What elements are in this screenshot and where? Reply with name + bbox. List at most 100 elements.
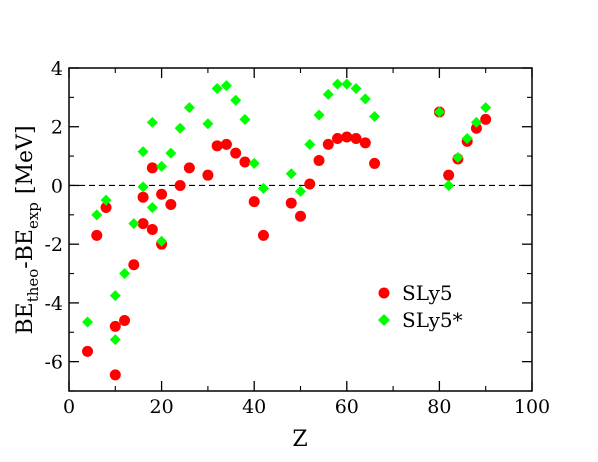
data-point-sly5star <box>220 80 232 92</box>
legend-label-sly5: SLy5 <box>402 281 453 305</box>
data-point-sly5star <box>202 118 214 130</box>
data-point-sly5star <box>452 152 464 164</box>
data-point-sly5star <box>128 218 140 230</box>
y-axis-title-sub-exp: exp <box>24 202 42 229</box>
data-point-sly5 <box>239 156 251 168</box>
y-axis-title-sub-theo: theo <box>24 269 42 303</box>
x-tick-label: 40 <box>242 396 266 418</box>
y-axis-title-main: BE <box>13 302 38 334</box>
legend-label-sly5star: SLy5* <box>402 308 463 332</box>
y-tick-label: 2 <box>51 117 63 139</box>
data-point-sly5 <box>146 224 158 235</box>
data-point-sly5star <box>341 78 353 90</box>
data-point-sly5star <box>109 334 121 346</box>
x-tick-label: 80 <box>427 396 451 418</box>
y-tick-label: 0 <box>51 175 63 197</box>
y-tick-label: 4 <box>51 58 63 80</box>
data-point-sly5 <box>470 122 482 134</box>
data-points <box>82 78 492 381</box>
data-point-sly5 <box>100 201 112 213</box>
data-point-sly5star <box>433 106 445 118</box>
data-point-sly5star <box>183 102 195 114</box>
data-point-sly5 <box>137 191 149 203</box>
data-point-sly5 <box>295 210 306 222</box>
data-point-sly5star <box>480 102 492 114</box>
data-point-sly5star <box>211 83 223 95</box>
data-point-sly5star <box>119 268 131 280</box>
data-point-sly5 <box>128 259 140 271</box>
data-point-sly5star <box>322 88 334 100</box>
data-point-sly5star <box>461 132 473 144</box>
y-tick-label: -6 <box>44 352 63 374</box>
x-tick-label: 100 <box>514 396 550 418</box>
axes <box>68 67 533 392</box>
data-point-sly5 <box>230 147 242 159</box>
data-point-sly5star <box>100 194 112 206</box>
data-point-sly5star <box>137 181 149 193</box>
data-point-sly5star <box>248 157 260 169</box>
x-tick-label: 20 <box>150 396 174 418</box>
data-point-sly5star <box>174 122 186 134</box>
data-point-sly5star <box>285 168 297 180</box>
y-axis-title-sep: -BE <box>13 229 38 269</box>
data-point-sly5 <box>137 218 149 230</box>
y-axis-title-unit: [MeV] <box>13 125 38 194</box>
data-point-sly5 <box>332 132 344 144</box>
data-point-sly5star <box>146 116 158 128</box>
data-point-sly5star <box>350 83 362 95</box>
data-point-sly5star <box>470 116 482 128</box>
data-point-sly5 <box>350 132 362 144</box>
legend: SLy5 SLy5* <box>378 281 463 332</box>
data-point-sly5star <box>295 185 306 197</box>
data-point-sly5star <box>82 316 94 328</box>
x-axis-title: Z <box>292 427 307 452</box>
data-point-sly5star <box>156 160 168 172</box>
data-point-sly5 <box>304 178 316 190</box>
data-point-sly5star <box>230 94 242 106</box>
ticks: 0 20 40 60 80 100 -6 -4 -2 0 2 4 <box>44 58 550 418</box>
data-point-sly5 <box>341 131 353 143</box>
data-point-sly5 <box>257 229 269 241</box>
data-point-sly5 <box>156 188 168 200</box>
data-point-sly5star <box>304 138 316 150</box>
data-point-sly5star <box>91 209 103 221</box>
plot-frame <box>68 67 533 392</box>
x-tick-label: 0 <box>63 396 75 418</box>
data-point-sly5star <box>359 93 371 105</box>
data-point-sly5 <box>119 315 131 327</box>
data-point-sly5 <box>369 157 381 169</box>
data-point-sly5 <box>480 113 492 125</box>
data-point-sly5 <box>359 137 371 149</box>
x-tick-label: 60 <box>335 396 359 418</box>
data-point-sly5 <box>313 154 325 166</box>
data-point-sly5 <box>322 138 334 150</box>
data-point-sly5star <box>369 110 381 122</box>
data-point-sly5 <box>91 229 103 241</box>
data-point-sly5star <box>443 179 455 191</box>
data-point-sly5 <box>211 140 223 152</box>
data-point-sly5 <box>285 197 297 209</box>
data-point-sly5star <box>313 109 325 121</box>
data-point-sly5 <box>443 169 455 181</box>
data-point-sly5 <box>220 138 232 150</box>
data-point-sly5star <box>137 146 149 158</box>
data-point-sly5star <box>165 147 177 159</box>
data-point-sly5 <box>183 162 195 174</box>
data-point-sly5 <box>109 320 121 332</box>
data-point-sly5star <box>146 201 158 213</box>
data-point-sly5 <box>202 169 214 181</box>
data-point-sly5star <box>239 113 251 125</box>
data-point-sly5 <box>146 162 158 174</box>
data-point-sly5star <box>156 235 168 247</box>
data-point-sly5 <box>248 196 260 208</box>
y-axis-title: BEtheo-BEexp [MeV] <box>13 125 42 334</box>
data-point-sly5star <box>257 182 269 194</box>
data-point-sly5 <box>174 179 186 191</box>
y-tick-label: -2 <box>44 234 63 256</box>
legend-marker-sly5 <box>378 287 390 299</box>
y-tick-label: -4 <box>44 293 63 315</box>
data-point-sly5star <box>109 290 121 302</box>
data-point-sly5 <box>165 199 177 211</box>
data-point-sly5 <box>82 345 94 357</box>
